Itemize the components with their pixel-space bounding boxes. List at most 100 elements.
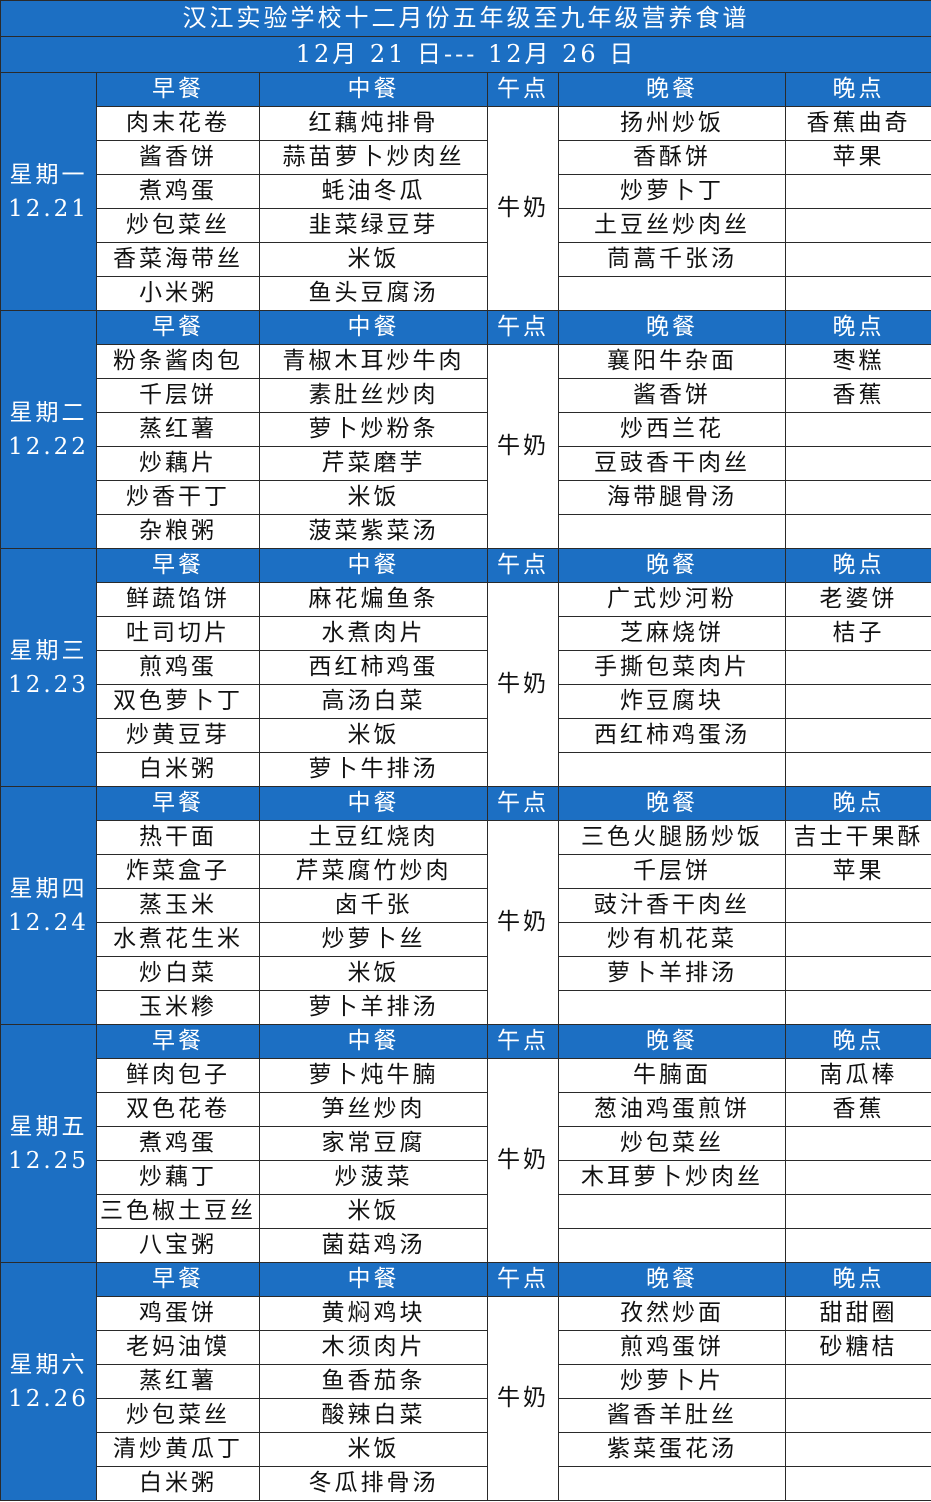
menu-row: 白米粥 萝卜牛排汤 — [1, 752, 931, 787]
breakfast-cell: 炒藕丁 — [96, 1160, 260, 1195]
snack-cell: 牛奶 — [487, 1058, 559, 1263]
dinner-cell: 孜然炒面 — [558, 1296, 786, 1331]
evening-cell: 香蕉 — [784, 378, 931, 413]
dinner-cell: 海带腿骨汤 — [558, 480, 786, 515]
lunch-cell: 米饭 — [259, 1432, 488, 1467]
menu-row: 水煮花生米 炒萝卜丝 炒有机花菜 — [1, 922, 931, 957]
evening-cell — [784, 242, 931, 277]
menu-row: 小米粥 鱼头豆腐汤 — [1, 276, 931, 311]
header-row: 星期五 12.25 早餐 中餐 午点 晚餐 晚点 — [0, 1024, 931, 1263]
lunch-cell: 萝卜羊排汤 — [259, 990, 488, 1025]
column-header: 午点 — [487, 786, 559, 821]
evening-cell — [784, 276, 931, 311]
evening-cell: 老婆饼 — [784, 582, 931, 617]
lunch-cell: 鱼头豆腐汤 — [259, 276, 488, 311]
dinner-cell: 煎鸡蛋饼 — [558, 1330, 786, 1365]
menu-row: 蒸红薯 萝卜炒粉条 炒西兰花 — [1, 412, 931, 447]
column-header: 午点 — [487, 72, 559, 107]
day-date: 12.26 — [8, 1385, 89, 1412]
menu-row: 酱香饼 蒜苗萝卜炒肉丝 香酥饼 苹果 — [1, 140, 931, 175]
lunch-cell: 素肚丝炒肉 — [259, 378, 488, 413]
menu-row: 炒香干丁 米饭 海带腿骨汤 — [1, 480, 931, 515]
evening-cell — [784, 480, 931, 515]
evening-cell: 枣糕 — [784, 344, 931, 379]
menu-row: 香菜海带丝 米饭 茼蒿千张汤 — [1, 242, 931, 277]
lunch-cell: 米饭 — [259, 480, 488, 515]
dinner-cell: 炒西兰花 — [558, 412, 786, 447]
evening-cell: 甜甜圈 — [784, 1296, 931, 1331]
breakfast-cell: 三色椒土豆丝 — [96, 1194, 260, 1229]
evening-cell — [784, 208, 931, 243]
breakfast-cell: 玉米糁 — [96, 990, 260, 1025]
dinner-cell — [558, 1228, 786, 1263]
breakfast-cell: 双色花卷 — [96, 1092, 260, 1127]
evening-cell — [784, 1432, 931, 1467]
menu-row: 鲜肉包子 萝卜炖牛腩 牛奶 牛腩面 南瓜棒 — [1, 1058, 931, 1263]
day-cell: 星期三 12.23 — [0, 548, 97, 787]
evening-cell — [784, 990, 931, 1025]
header-row: 星期三 12.23 早餐 中餐 午点 晚餐 晚点 — [0, 548, 931, 787]
breakfast-cell: 炒包菜丝 — [96, 208, 260, 243]
menu-row: 双色萝卜丁 高汤白菜 炸豆腐块 — [1, 684, 931, 719]
breakfast-cell: 炒黄豆芽 — [96, 718, 260, 753]
lunch-cell: 炒菠菜 — [259, 1160, 488, 1195]
evening-cell — [784, 1398, 931, 1433]
column-header: 中餐 — [259, 310, 488, 345]
menu-row: 炒黄豆芽 米饭 西红柿鸡蛋汤 — [1, 718, 931, 753]
lunch-cell: 西红柿鸡蛋 — [259, 650, 488, 685]
menu-row: 三色椒土豆丝 米饭 — [1, 1194, 931, 1229]
breakfast-cell: 千层饼 — [96, 378, 260, 413]
dinner-cell: 茼蒿千张汤 — [558, 242, 786, 277]
header-row: 星期一 12.21 早餐 中餐 午点 晚餐 晚点 — [0, 72, 931, 311]
evening-cell: 香蕉曲奇 — [784, 106, 931, 141]
column-header: 早餐 — [96, 786, 260, 821]
lunch-cell: 菠菜紫菜汤 — [259, 514, 488, 549]
dinner-cell: 广式炒河粉 — [558, 582, 786, 617]
column-header: 午点 — [487, 1024, 559, 1059]
column-header: 晚餐 — [558, 548, 786, 583]
dinner-cell — [558, 1466, 786, 1501]
evening-cell: 桔子 — [784, 616, 931, 651]
breakfast-cell: 炒藕片 — [96, 446, 260, 481]
column-header: 晚餐 — [558, 72, 786, 107]
header-row: 星期四 12.24 早餐 中餐 午点 晚餐 晚点 — [0, 786, 931, 1025]
column-header: 晚餐 — [558, 786, 786, 821]
dinner-cell: 芝麻烧饼 — [558, 616, 786, 651]
evening-cell — [784, 752, 931, 787]
evening-cell: 苹果 — [784, 140, 931, 175]
breakfast-cell: 蒸玉米 — [96, 888, 260, 923]
lunch-cell: 炒萝卜丝 — [259, 922, 488, 957]
lunch-cell: 米饭 — [259, 242, 488, 277]
lunch-cell: 酸辣白菜 — [259, 1398, 488, 1433]
column-header: 晚餐 — [558, 1024, 786, 1059]
dinner-cell — [558, 1194, 786, 1229]
dinner-cell: 襄阳牛杂面 — [558, 344, 786, 379]
dinner-cell: 豉汁香干肉丝 — [558, 888, 786, 923]
column-header: 晚点 — [784, 548, 931, 583]
column-header: 晚点 — [784, 72, 931, 107]
breakfast-cell: 蒸红薯 — [96, 412, 260, 447]
breakfast-cell: 鸡蛋饼 — [96, 1296, 260, 1331]
date-range: 12月 21 日--- 12月 26 日 — [0, 36, 931, 73]
menu-row: 炒藕片 芹菜磨芋 豆豉香干肉丝 — [1, 446, 931, 481]
lunch-cell: 水煮肉片 — [259, 616, 488, 651]
breakfast-cell: 炸菜盒子 — [96, 854, 260, 889]
menu-row: 鲜蔬馅饼 麻花煸鱼条 牛奶 广式炒河粉 老婆饼 — [1, 582, 931, 787]
menu-row: 炒包菜丝 韭菜绿豆芽 土豆丝炒肉丝 — [1, 208, 931, 243]
menu-row: 鸡蛋饼 黄焖鸡块 牛奶 孜然炒面 甜甜圈 — [1, 1296, 931, 1501]
dinner-cell: 炒萝卜片 — [558, 1364, 786, 1399]
breakfast-cell: 煎鸡蛋 — [96, 650, 260, 685]
dinner-cell: 炒包菜丝 — [558, 1126, 786, 1161]
day-name: 星期六 — [9, 1351, 88, 1378]
dinner-cell — [558, 276, 786, 311]
dinner-cell: 香酥饼 — [558, 140, 786, 175]
title: 汉江实验学校十二月份五年级至九年级营养食谱 — [0, 0, 931, 37]
lunch-cell: 米饭 — [259, 956, 488, 991]
snack-cell: 牛奶 — [487, 1296, 559, 1501]
day-cell: 星期五 12.25 — [0, 1024, 97, 1263]
menu-row: 老妈油馍 木须肉片 煎鸡蛋饼 砂糖桔 — [1, 1330, 931, 1365]
breakfast-cell: 粉条酱肉包 — [96, 344, 260, 379]
evening-cell — [784, 1160, 931, 1195]
day-name: 星期三 — [9, 637, 88, 664]
